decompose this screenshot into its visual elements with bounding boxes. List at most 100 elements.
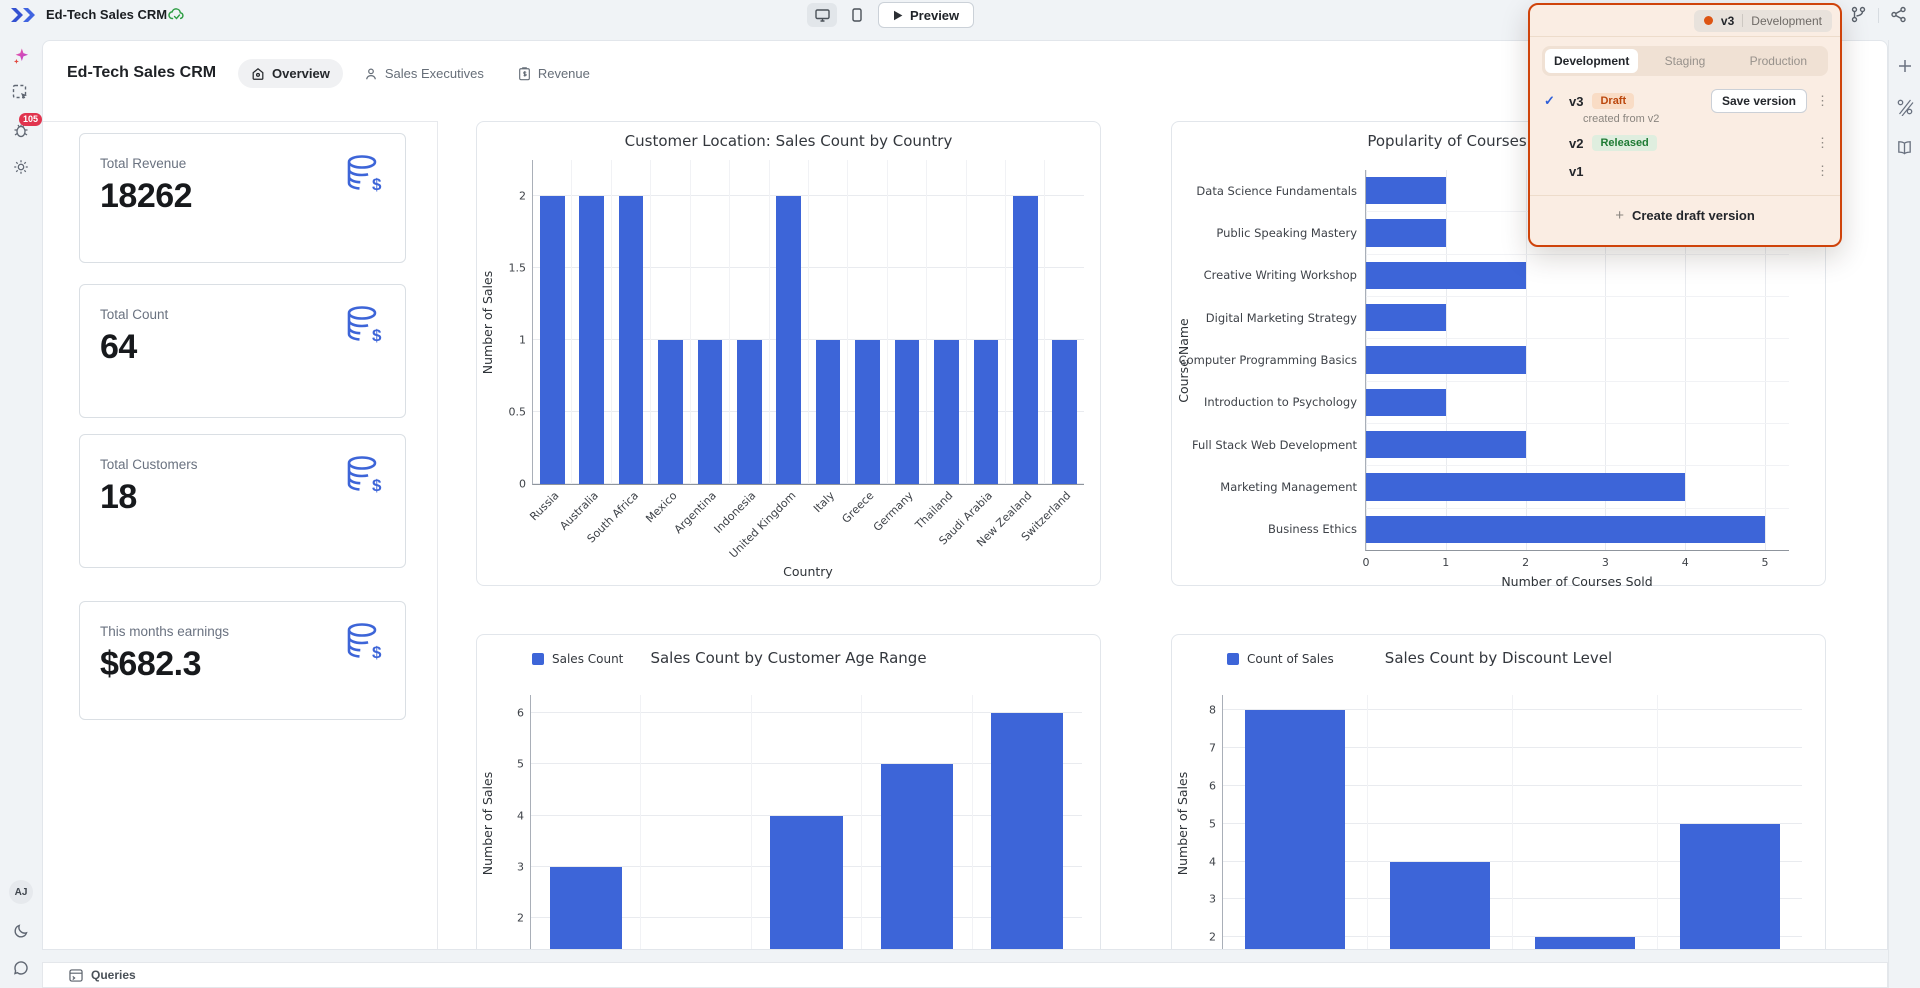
desktop-view-button[interactable] bbox=[807, 3, 837, 27]
bar bbox=[549, 866, 622, 949]
chart-widget-sales-by-country[interactable]: Customer Location: Sales Count by Countr… bbox=[476, 121, 1101, 586]
pill-divider bbox=[1742, 14, 1744, 27]
stat-value: 18262 bbox=[100, 177, 193, 215]
version-row-v1[interactable]: v1 ⋮ bbox=[1544, 157, 1829, 185]
legend-swatch bbox=[532, 653, 544, 665]
env-tab-development[interactable]: Development bbox=[1545, 49, 1639, 73]
bar-row: Digital Marketing Strategy bbox=[1206, 295, 1789, 338]
git-branch-icon[interactable] bbox=[1850, 6, 1867, 23]
env-tab-staging[interactable]: Staging bbox=[1664, 54, 1706, 68]
play-icon bbox=[894, 10, 903, 20]
page-tabbar: Overview Sales Executives Revenue bbox=[238, 59, 603, 88]
user-avatar[interactable]: AJ bbox=[9, 880, 33, 904]
version-popup-header: v3 Development bbox=[1530, 5, 1840, 37]
y-tick-label: 4 bbox=[517, 809, 524, 823]
y-tick-label: 6 bbox=[1209, 779, 1216, 793]
chart-legend: Sales Count bbox=[532, 652, 623, 666]
bar-cell bbox=[847, 160, 886, 484]
settings-gear-icon[interactable] bbox=[11, 157, 31, 177]
top-header: Ed-Tech Sales CRM Preview bbox=[0, 0, 1920, 30]
version-trigger-pill[interactable]: v3 Development bbox=[1693, 9, 1832, 32]
bar bbox=[1366, 304, 1446, 332]
gridline bbox=[531, 814, 1082, 816]
add-icon[interactable] bbox=[1897, 58, 1913, 74]
version-row-v2[interactable]: v2 Released ⋮ bbox=[1544, 129, 1829, 157]
kebab-menu-icon[interactable]: ⋮ bbox=[1816, 135, 1829, 150]
bar bbox=[894, 340, 920, 484]
save-version-button[interactable]: Save version bbox=[1710, 89, 1807, 113]
bar bbox=[770, 815, 843, 949]
bar-row: Creative Writing Workshop bbox=[1204, 253, 1789, 296]
create-draft-version-button[interactable]: + Create draft version bbox=[1530, 195, 1840, 235]
kebab-menu-icon[interactable]: ⋮ bbox=[1816, 93, 1829, 108]
released-badge: Released bbox=[1592, 135, 1657, 151]
x-category-cell: Italy bbox=[809, 484, 848, 576]
version-row-v3[interactable]: ✓ v3 Draft Save version ⋮ bbox=[1544, 87, 1829, 115]
debug-icon[interactable]: 105 bbox=[11, 113, 43, 140]
share-icon[interactable] bbox=[1890, 6, 1907, 23]
y-category-label: Public Speaking Mastery bbox=[1216, 225, 1357, 240]
bar-cell bbox=[1512, 695, 1657, 949]
bar bbox=[1679, 823, 1781, 949]
cloud-sync-icon[interactable] bbox=[168, 7, 185, 22]
bar-row: Computer Programming Basics bbox=[1179, 338, 1789, 380]
preview-label: Preview bbox=[910, 7, 960, 23]
x-category-cell: Switzerland bbox=[1019, 484, 1084, 576]
kebab-menu-icon[interactable]: ⋮ bbox=[1816, 163, 1829, 178]
tab-sales-executives[interactable]: Sales Executives bbox=[351, 59, 497, 88]
stat-label: Total Revenue bbox=[100, 156, 187, 171]
bar-cell bbox=[861, 695, 971, 949]
stat-card-total-count[interactable]: Total Count 64 $ bbox=[79, 284, 406, 418]
draft-badge: Draft bbox=[1592, 93, 1635, 109]
ai-sparkle-icon[interactable] bbox=[11, 46, 31, 66]
mobile-view-button[interactable] bbox=[842, 3, 872, 27]
current-environment: Development bbox=[1751, 13, 1822, 28]
bar bbox=[539, 196, 565, 484]
y-tick-label: 7 bbox=[1209, 741, 1216, 755]
bar bbox=[991, 712, 1064, 949]
svg-text:$: $ bbox=[372, 476, 382, 495]
x-tick-label: 1 bbox=[1442, 556, 1450, 569]
chart-title: Sales Count by Customer Age Range bbox=[650, 649, 927, 667]
stat-card-total-revenue[interactable]: Total Revenue 18262 $ bbox=[79, 133, 406, 263]
env-tab-production[interactable]: Production bbox=[1749, 54, 1807, 68]
y-tick-label: 5 bbox=[517, 757, 524, 771]
person-icon bbox=[365, 67, 376, 79]
stat-card-total-customers[interactable]: Total Customers 18 $ bbox=[79, 434, 406, 568]
docs-book-icon[interactable] bbox=[1896, 140, 1913, 155]
queries-bottom-bar[interactable]: Queries bbox=[42, 962, 1888, 988]
chart-legend: Count of Sales bbox=[1227, 652, 1334, 666]
y-tick-label: 0 bbox=[519, 477, 526, 491]
pen-slash-icon[interactable] bbox=[1896, 98, 1914, 116]
bar-rows: Data Science Fundamentals Public Speaking… bbox=[1179, 170, 1789, 550]
bar-row: Introduction to Psychology bbox=[1204, 380, 1789, 423]
chat-feedback-icon[interactable] bbox=[11, 958, 31, 978]
plot-area: 0 1 2 3 4 5 Data Science Fundamentals Public Sp… bbox=[1179, 170, 1789, 569]
chart-widget-sales-by-age-range[interactable]: Sales Count Sales Count by Customer Age … bbox=[476, 634, 1101, 949]
environment-tabs: Development Staging Production bbox=[1542, 46, 1828, 76]
select-widget-icon[interactable] bbox=[11, 83, 31, 103]
app-logo-icon[interactable] bbox=[10, 7, 38, 23]
bar-cell bbox=[768, 160, 808, 484]
bar-cell bbox=[533, 160, 571, 484]
preview-button[interactable]: Preview bbox=[878, 2, 975, 28]
bar-cells bbox=[531, 695, 1082, 949]
tab-revenue[interactable]: Revenue bbox=[505, 59, 603, 88]
page-title: Ed-Tech Sales CRM bbox=[67, 64, 217, 81]
stat-card-months-earnings[interactable]: This months earnings $682.3 $ bbox=[79, 601, 406, 720]
gridline bbox=[1605, 170, 1607, 550]
stat-value: 64 bbox=[100, 328, 137, 366]
chart-widget-sales-by-discount[interactable]: Count of Sales Sales Count by Discount L… bbox=[1171, 634, 1826, 949]
home-icon bbox=[252, 67, 264, 80]
bar-cell bbox=[571, 160, 610, 484]
dark-mode-moon-icon[interactable] bbox=[11, 921, 31, 941]
y-tick-label: 1.5 bbox=[508, 261, 527, 275]
y-category-label: Computer Programming Basics bbox=[1178, 352, 1357, 367]
tab-overview[interactable]: Overview bbox=[238, 59, 343, 88]
bar bbox=[855, 340, 880, 484]
bar-cell bbox=[1044, 160, 1083, 484]
y-axis-title: Number of Sales bbox=[480, 771, 496, 876]
bar-cell bbox=[807, 160, 847, 484]
version-name: v3 bbox=[1569, 93, 1584, 109]
